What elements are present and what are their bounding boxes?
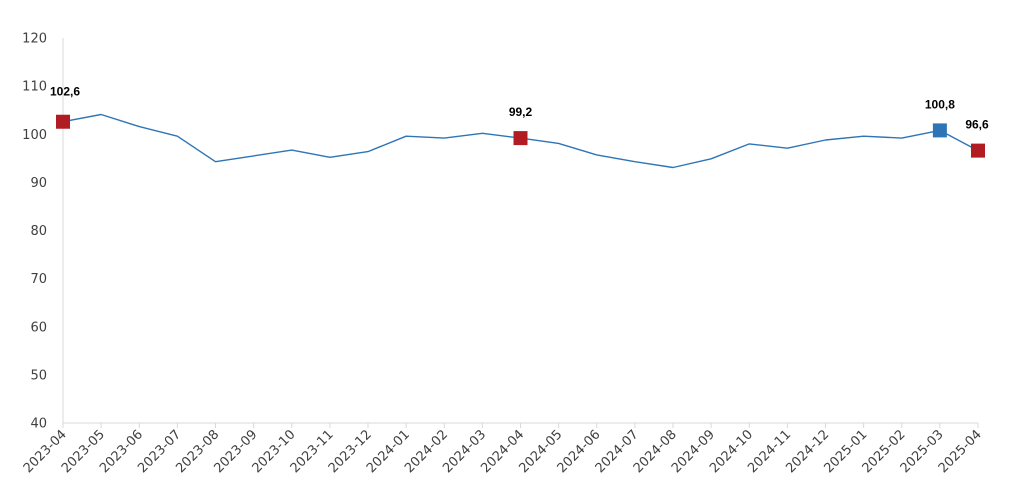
data-label: 100,8: [925, 97, 955, 111]
y-tick-label: 90: [30, 176, 47, 191]
y-tick-label: 50: [30, 368, 47, 383]
x-axis-tick-marks: [62, 423, 979, 428]
x-axis-tick-labels: 2023-042023-052023-062023-072023-082023-…: [21, 427, 985, 476]
highlight-marker: [513, 131, 528, 146]
y-tick-label: 60: [30, 320, 47, 335]
highlight-marker: [932, 123, 947, 138]
y-tick-label: 100: [22, 128, 47, 143]
y-tick-label: 40: [30, 417, 47, 432]
data-label: 96,6: [965, 118, 989, 132]
data-label: 102,6: [50, 85, 80, 99]
data-label: 99,2: [509, 105, 533, 119]
y-tick-label: 120: [22, 32, 47, 47]
y-axis-tick-labels: 40 50 60 70 80 90 100 110 120: [22, 32, 47, 432]
y-tick-label: 110: [22, 80, 47, 95]
data-labels: 102,6 99,2 100,8 96,6: [50, 85, 989, 132]
highlight-markers: [56, 114, 985, 158]
highlight-marker: [971, 143, 985, 158]
highlight-marker: [56, 114, 70, 129]
y-tick-label: 80: [30, 224, 47, 239]
y-tick-label: 70: [30, 272, 47, 287]
